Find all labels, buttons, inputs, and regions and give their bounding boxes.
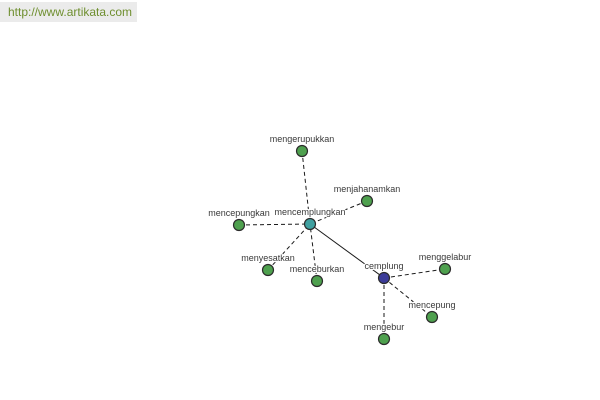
node-label-cemplung[interactable]: cemplung — [363, 260, 405, 273]
node-menceburkan[interactable] — [310, 274, 324, 288]
edge-mencemplungkan-cemplung — [309, 223, 385, 279]
node-label-menjahanamkan[interactable]: menjahanamkan — [332, 183, 401, 196]
node-mencemplungkan[interactable] — [303, 217, 317, 231]
node-mencepung[interactable] — [425, 310, 439, 324]
node-label-mencemplungkan[interactable]: mencemplungkan — [273, 206, 347, 219]
node-menjahanamkan[interactable] — [360, 194, 374, 208]
node-cemplung[interactable] — [377, 271, 391, 285]
node-label-mencepung[interactable]: mencepung — [407, 299, 457, 312]
node-label-menceburkan[interactable]: menceburkan — [288, 263, 345, 276]
node-label-mencepungkan[interactable]: mencepungkan — [207, 207, 271, 220]
edge-cemplung-mencepung — [383, 277, 433, 318]
edges-layer — [238, 150, 446, 339]
edge-mencepungkan-mencemplungkan — [238, 223, 311, 226]
node-menggelabur[interactable] — [438, 262, 452, 276]
node-label-menggelabur[interactable]: menggelabur — [417, 251, 472, 264]
node-label-mengerupukkan[interactable]: mengerupukkan — [268, 133, 335, 146]
edge-menyesatkan-mencemplungkan — [267, 223, 311, 271]
node-mencepungkan[interactable] — [232, 218, 246, 232]
site-url-label: http://www.artikata.com — [0, 2, 137, 22]
node-label-menyesatkan[interactable]: menyesatkan — [240, 252, 296, 265]
edge-cemplung-menggelabur — [383, 268, 446, 279]
edge-menjahanamkan-mencemplungkan — [309, 200, 368, 225]
node-menyesatkan[interactable] — [261, 263, 275, 277]
edge-menceburkan-mencemplungkan — [309, 223, 318, 282]
node-mengerupukkan[interactable] — [295, 144, 309, 158]
edge-mengerupukkan-mencemplungkan — [301, 150, 311, 225]
node-label-mengebur[interactable]: mengebur — [362, 321, 405, 334]
nodes-layer — [232, 144, 452, 346]
node-mengebur[interactable] — [377, 332, 391, 346]
